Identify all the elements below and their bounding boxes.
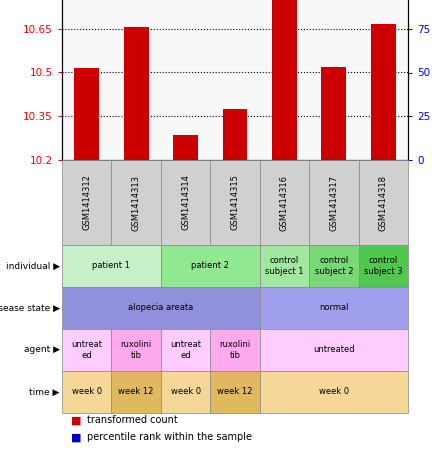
Text: GSM1414315: GSM1414315 [230, 174, 240, 231]
Text: untreat
ed: untreat ed [71, 340, 102, 360]
Text: control
subject 2: control subject 2 [314, 256, 353, 276]
Text: ■: ■ [71, 415, 81, 425]
Bar [173, 135, 198, 160]
Bar [74, 68, 99, 160]
Text: untreat
ed: untreat ed [170, 340, 201, 360]
Text: ruxolini
tib: ruxolini tib [120, 340, 152, 360]
Text: disease state ▶: disease state ▶ [0, 304, 60, 313]
Text: ruxolini
tib: ruxolini tib [219, 340, 251, 360]
Text: GSM1414314: GSM1414314 [181, 174, 190, 231]
Bar [223, 109, 247, 160]
Text: agent ▶: agent ▶ [24, 346, 60, 355]
Text: control
subject 3: control subject 3 [364, 256, 403, 276]
Text: week 12: week 12 [118, 387, 154, 396]
Bar [371, 24, 396, 160]
Text: patient 2: patient 2 [191, 261, 229, 270]
Text: GSM1414313: GSM1414313 [132, 174, 141, 231]
Text: GSM1414317: GSM1414317 [329, 174, 339, 231]
Text: week 0: week 0 [72, 387, 102, 396]
Bar [272, 0, 297, 160]
Text: untreated: untreated [313, 346, 355, 355]
Text: individual ▶: individual ▶ [6, 261, 60, 270]
Text: control
subject 1: control subject 1 [265, 256, 304, 276]
Text: GSM1414318: GSM1414318 [379, 174, 388, 231]
Text: week 12: week 12 [217, 387, 253, 396]
Text: GSM1414312: GSM1414312 [82, 174, 91, 231]
Text: patient 1: patient 1 [92, 261, 131, 270]
Text: percentile rank within the sample: percentile rank within the sample [88, 433, 252, 443]
Text: time ▶: time ▶ [29, 387, 60, 396]
Text: transformed count: transformed count [88, 415, 178, 425]
Text: ■: ■ [71, 433, 81, 443]
Text: alopecia areata: alopecia areata [128, 304, 194, 313]
Bar [124, 27, 148, 160]
Text: normal: normal [319, 304, 349, 313]
Text: GSM1414316: GSM1414316 [280, 174, 289, 231]
Text: week 0: week 0 [170, 387, 201, 396]
Bar [321, 67, 346, 160]
Text: week 0: week 0 [319, 387, 349, 396]
